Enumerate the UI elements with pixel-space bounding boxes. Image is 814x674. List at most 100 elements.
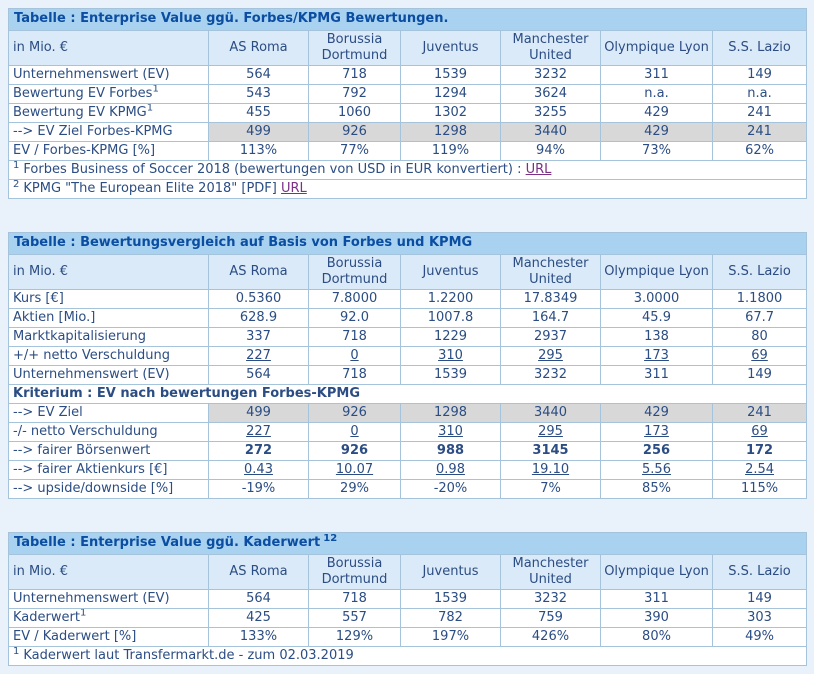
cell-value: 1.1800 <box>711 289 808 309</box>
cell-value: 241 <box>711 403 808 423</box>
cell-value: 69 <box>711 422 808 442</box>
column-header-club: Borussia Dortmund <box>308 30 401 66</box>
table-title-text: Tabelle : Bewertungsvergleich auf Basis … <box>14 235 473 250</box>
cell-value: 564 <box>208 365 309 385</box>
table-row: --> EV Ziel Forbes-KPMG 499 926 1298 3440 429… <box>8 122 808 142</box>
cell-value: 94% <box>500 141 601 161</box>
footnote: 1 Forbes Business of Soccer 2018 (bewertu… <box>7 160 808 180</box>
cell-value: 45.9 <box>600 308 713 328</box>
cell-value: 1539 <box>400 589 501 609</box>
table-row: Bewertung EV Forbes1 543 792 1294 3624 n.a. n.… <box>8 84 808 104</box>
cell-value: 543 <box>208 84 309 104</box>
url-link[interactable]: URL <box>525 162 552 177</box>
cell-value: 718 <box>308 589 401 609</box>
row-label-text: --> EV Ziel <box>13 405 83 420</box>
row-label: --> EV Ziel <box>8 403 209 423</box>
cell-value: 129% <box>308 627 401 647</box>
cell-value: 429 <box>600 103 713 123</box>
table-title: Tabelle : Enterprise Value ggü. Forbes/K… <box>7 8 808 31</box>
cell-value: 426% <box>500 627 601 647</box>
row-label-text: --> upside/downside [%] <box>13 481 174 496</box>
column-header-row: in Mio. € AS Roma Borussia Dortmund Juventu… <box>8 554 808 590</box>
cell-value: 1302 <box>400 103 501 123</box>
table-row: Aktien [Mio.] 628.9 92.0 1007.8 164.7 45.9 67.… <box>8 308 808 328</box>
cell-value: 295 <box>500 422 601 442</box>
table-title-row: Tabelle : Enterprise Value ggü. Kaderwer… <box>7 532 808 555</box>
cell-value: 311 <box>600 365 713 385</box>
row-label: +/+ netto Verschuldung <box>8 346 209 366</box>
cell-value: 0 <box>308 422 401 442</box>
cell-value: 3232 <box>500 65 601 85</box>
footnote: 2 KPMG "The European Elite 2018" [PDF] UR… <box>7 179 808 199</box>
cell-value: 241 <box>711 122 808 142</box>
column-header-club: S.S. Lazio <box>711 254 808 290</box>
column-header-club: S.S. Lazio <box>711 30 808 66</box>
cell-value: 0.5360 <box>208 289 309 309</box>
column-header-club: Manchester United <box>500 554 601 590</box>
cell-value: 926 <box>308 122 401 142</box>
cell-value: 303 <box>711 608 808 628</box>
column-header-club: S.S. Lazio <box>711 554 808 590</box>
cell-value: n.a. <box>600 84 713 104</box>
row-label: --> fairer Aktienkurs [€] <box>8 460 209 480</box>
cell-value: 337 <box>208 327 309 347</box>
table-title-footnote-marker: 12 <box>323 532 338 544</box>
cell-value: 173 <box>600 346 713 366</box>
row-label-text: --> EV Ziel Forbes-KPMG <box>13 124 173 139</box>
cell-value: 782 <box>400 608 501 628</box>
row-label: Unternehmenswert (EV) <box>8 65 209 85</box>
row-label: Unternehmenswert (EV) <box>8 365 209 385</box>
row-label: -/- netto Verschuldung <box>8 422 209 442</box>
cell-value: 425 <box>208 608 309 628</box>
cell-value: 1060 <box>308 103 401 123</box>
row-label: Kurs [€] <box>8 289 209 309</box>
cell-value: 172 <box>711 441 808 461</box>
table-title-row: Tabelle : Bewertungsvergleich auf Basis … <box>7 232 808 255</box>
table-row: --> fairer Börsenwert 272 926 988 3145 256 172 <box>8 441 808 461</box>
cell-value: 1294 <box>400 84 501 104</box>
column-header-row: in Mio. € AS Roma Borussia Dortmund Juventu… <box>8 30 808 66</box>
column-header-row: in Mio. € AS Roma Borussia Dortmund Juventu… <box>8 254 808 290</box>
cell-value: 759 <box>500 608 601 628</box>
column-header-club: Juventus <box>400 554 501 590</box>
table-title-text: Tabelle : Enterprise Value ggü. Forbes/K… <box>14 11 449 26</box>
cell-value: 73% <box>600 141 713 161</box>
url-link[interactable]: URL <box>280 181 307 196</box>
cell-value: 85% <box>600 479 713 499</box>
unit-label: in Mio. € <box>8 254 209 290</box>
cell-value: 113% <box>208 141 309 161</box>
row-label-text: EV / Forbes-KPMG [%] <box>13 143 156 158</box>
cell-value: 149 <box>711 65 808 85</box>
table-row: Unternehmenswert (EV) 564 718 1539 3232 311 14… <box>8 365 808 385</box>
cell-value: 133% <box>208 627 309 647</box>
row-label: --> fairer Börsenwert <box>8 441 209 461</box>
cell-value: 3624 <box>500 84 601 104</box>
cell-value: 295 <box>500 346 601 366</box>
cell-value: 2937 <box>500 327 601 347</box>
table-row: --> fairer Aktienkurs [€] 0.43 10.07 0.98 19… <box>8 460 808 480</box>
section-header: Kriterium : EV nach bewertungen Forbes-K… <box>7 384 808 404</box>
row-label-text: -/- netto Verschuldung <box>13 424 158 439</box>
row-label-text: Bewertung EV Forbes <box>13 86 153 101</box>
unit-label: in Mio. € <box>8 30 209 66</box>
row-label-text: --> fairer Börsenwert <box>13 443 151 458</box>
footnote-row: 1 Kaderwert laut Transfermarkt.de - zum 0… <box>7 646 808 666</box>
cell-value: 1298 <box>400 403 501 423</box>
row-label-footnote-marker: 1 <box>152 84 159 95</box>
cell-value: 7% <box>500 479 601 499</box>
cell-value: 80 <box>711 327 808 347</box>
table-row: Marktkapitalisierung 337 718 1229 2937 138 80 <box>8 327 808 347</box>
column-header-club: Olympique Lyon <box>600 30 713 66</box>
row-label-text: Marktkapitalisierung <box>13 329 147 344</box>
cell-value: 988 <box>400 441 501 461</box>
cell-value: 1539 <box>400 65 501 85</box>
cell-value: 197% <box>400 627 501 647</box>
cell-value: 256 <box>600 441 713 461</box>
table-row: Unternehmenswert (EV) 564 718 1539 3232 311 14… <box>8 65 808 85</box>
row-label-text: Unternehmenswert (EV) <box>13 591 170 606</box>
column-header-club: Juventus <box>400 30 501 66</box>
cell-value: 69 <box>711 346 808 366</box>
cell-value: 119% <box>400 141 501 161</box>
row-label: Unternehmenswert (EV) <box>8 589 209 609</box>
cell-value: 0 <box>308 346 401 366</box>
